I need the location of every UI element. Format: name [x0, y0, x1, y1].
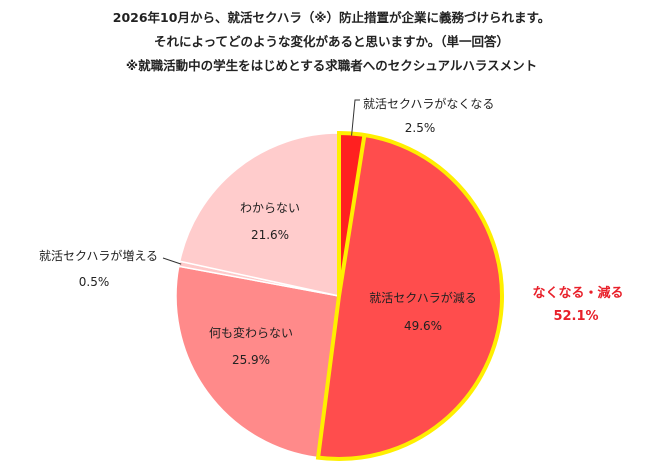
- slice-value-wakaranai: 21.6%: [251, 228, 289, 242]
- title-line-2: それによってどのような変化があると思いますか。（単一回答）: [153, 34, 509, 49]
- highlight-outline: [315, 130, 504, 461]
- slice-label-heru: 就活セクハラが減る: [369, 290, 476, 305]
- pie-slice-2: [175, 265, 340, 459]
- pie-slices: [175, 130, 504, 461]
- annotation-value: 52.1%: [553, 309, 598, 324]
- slice-label-wakaranai: わからない: [240, 201, 300, 215]
- leader-line-nakunaru: [351, 99, 360, 136]
- slice-label-nakunaru: 就活セクハラがなくなる: [363, 96, 494, 111]
- title-line-3: ※就職活動中の学生をはじめとする求職者へのセクシュアルハラスメント: [125, 58, 538, 73]
- chart-title: 2026年10月から、就活セクハラ（※）防止措置が企業に義務づけられます。 それ…: [0, 6, 663, 78]
- slice-value-fueru: 0.5%: [79, 275, 110, 289]
- slice-value-nakunaru: 2.5%: [405, 121, 436, 135]
- leader-line-fueru: [162, 257, 182, 265]
- highlight-divider: [337, 134, 367, 297]
- slice-value-kawaranai: 25.9%: [232, 353, 270, 367]
- pie-slice-4: [178, 132, 340, 297]
- title-line-1: 2026年10月から、就活セクハラ（※）防止措置が企業に義務づけられます。: [112, 10, 551, 25]
- annotation-label: なくなる・減る: [532, 285, 623, 301]
- slice-value-heru: 49.6%: [404, 319, 442, 333]
- slice-label-kawaranai: 何も変わらない: [209, 325, 293, 340]
- slice-label-fueru: 就活セクハラが増える: [39, 248, 158, 263]
- leader-lines: [162, 99, 360, 265]
